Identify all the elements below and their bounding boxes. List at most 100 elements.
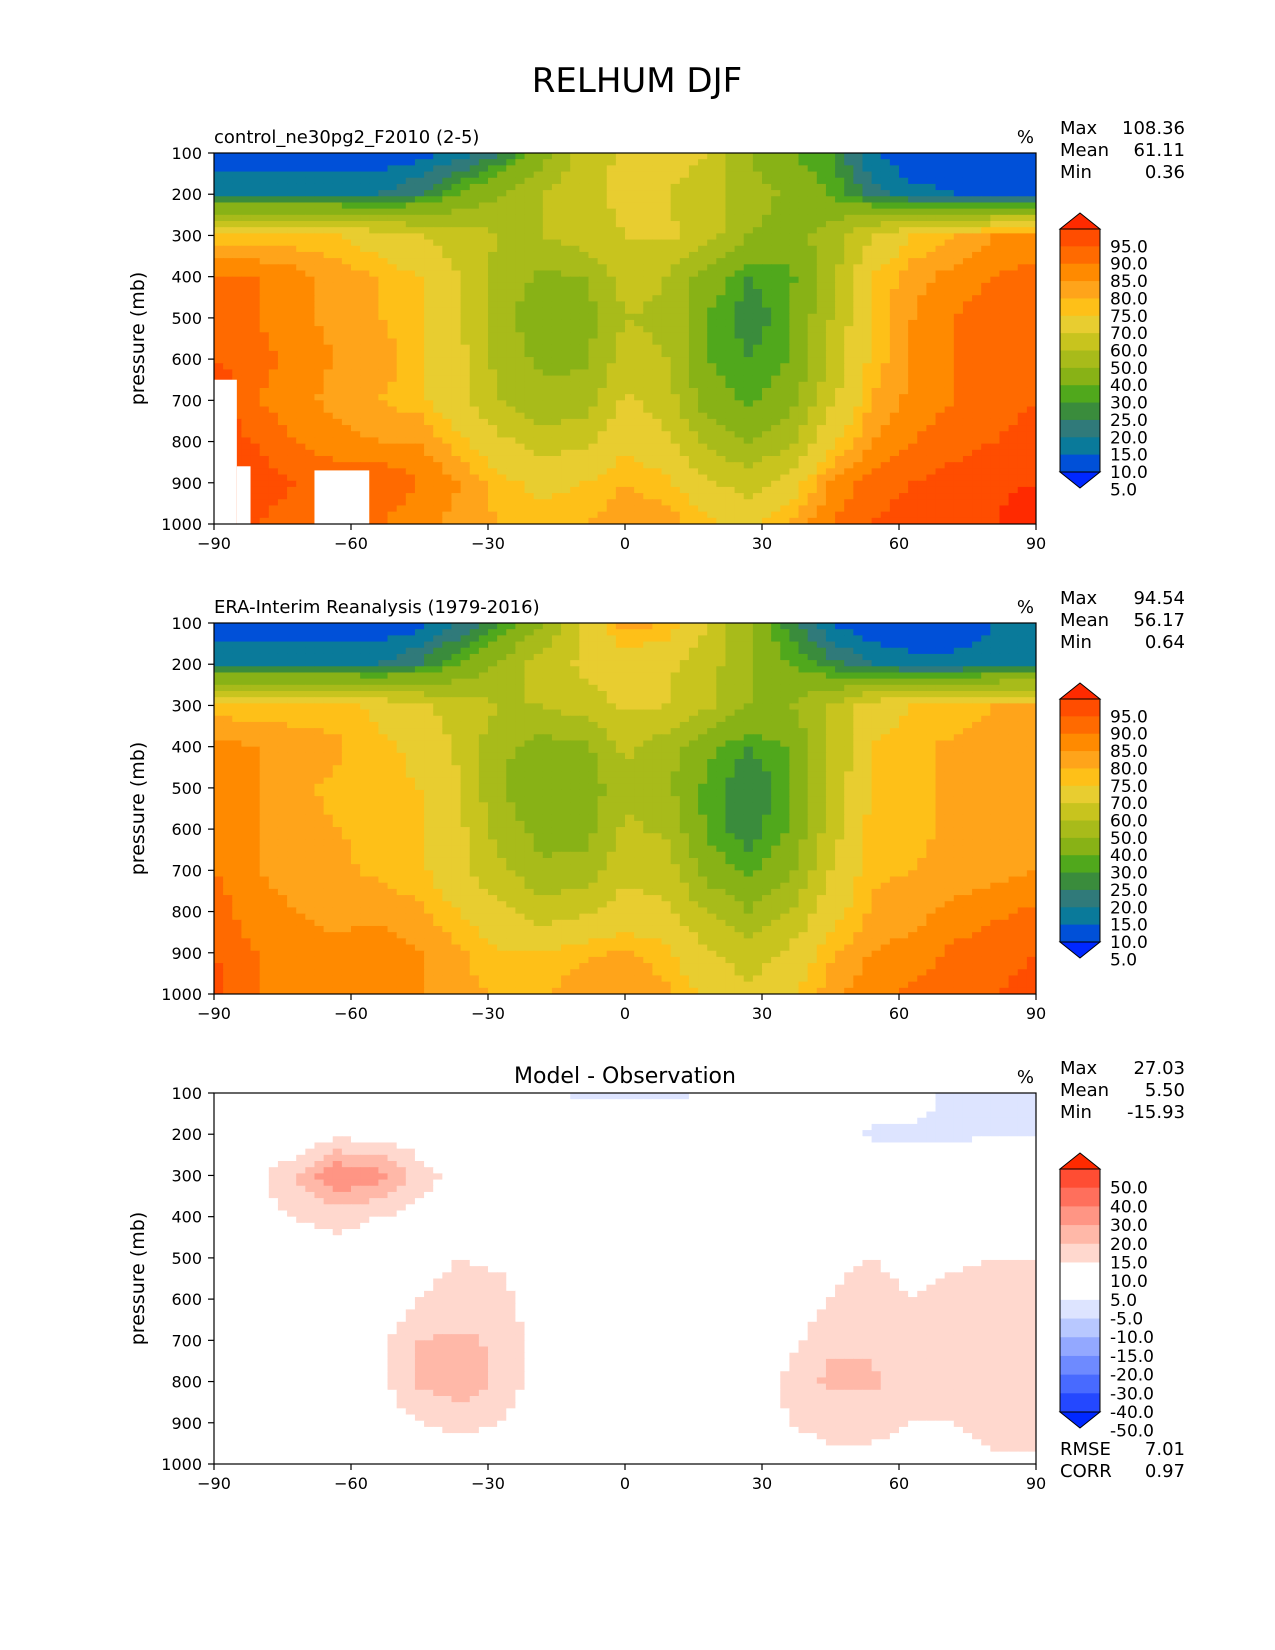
- field-cell: [716, 375, 727, 383]
- field-cell: [990, 425, 1001, 432]
- field-cell: [634, 375, 644, 383]
- field-cell: [268, 363, 279, 371]
- field-cell: [953, 208, 964, 216]
- field-cell: [497, 443, 507, 451]
- field-cell: [889, 276, 900, 284]
- field-cell: [533, 301, 544, 309]
- field-cell: [798, 221, 809, 228]
- field-cell: [1026, 400, 1036, 408]
- field-cell: [469, 357, 480, 364]
- field-cell: [277, 431, 288, 439]
- field-cell: [296, 159, 306, 166]
- field-cell: [488, 474, 498, 482]
- field-cell: [533, 332, 544, 340]
- field-cell: [643, 387, 653, 395]
- field-cell: [807, 425, 818, 432]
- field-cell: [378, 332, 389, 340]
- field-cell: [424, 276, 434, 284]
- field-cell: [908, 190, 918, 197]
- field-cell: [999, 344, 1010, 352]
- field-cell: [625, 214, 635, 222]
- field-cell: [250, 208, 261, 216]
- field-cell: [524, 190, 535, 197]
- field-cell: [752, 418, 763, 426]
- field-cell: [862, 221, 873, 228]
- field-cell: [670, 270, 681, 278]
- field-cell: [698, 289, 708, 296]
- field-cell: [880, 289, 891, 296]
- field-cell: [743, 474, 754, 482]
- field-cell: [972, 350, 982, 358]
- field-cell: [926, 245, 937, 253]
- field-cell: [259, 332, 270, 340]
- field-cell: [807, 437, 818, 445]
- field-cell: [606, 245, 617, 253]
- field-cell: [561, 251, 571, 259]
- field-cell: [926, 153, 937, 160]
- field-cell: [277, 190, 288, 197]
- field-cell: [405, 357, 416, 364]
- field-cell: [314, 251, 325, 259]
- field-cell: [277, 462, 288, 469]
- field-cell: [871, 387, 882, 395]
- field-cell: [433, 462, 443, 469]
- field-cell: [296, 412, 306, 420]
- field-cell: [287, 221, 297, 228]
- field-cell: [588, 338, 599, 346]
- field-cell: [287, 449, 297, 457]
- field-cell: [241, 443, 252, 451]
- field-cell: [734, 221, 745, 228]
- field-cell: [570, 208, 580, 216]
- field-cell: [908, 474, 918, 482]
- field-cell: [816, 227, 827, 234]
- field-cell: [762, 369, 772, 377]
- field-cell: [853, 270, 864, 278]
- field-cell: [734, 177, 745, 185]
- field-cell: [442, 289, 453, 296]
- field-cell: [241, 214, 252, 222]
- field-cell: [570, 301, 580, 309]
- field-cell: [670, 227, 681, 234]
- field-cell: [360, 239, 370, 247]
- field-cell: [1008, 338, 1019, 346]
- field-cell: [679, 425, 690, 432]
- field-cell: [469, 190, 480, 197]
- field-cell: [707, 183, 717, 191]
- field-cell: [351, 455, 361, 463]
- field-cell: [551, 153, 562, 160]
- field-cell: [396, 425, 407, 432]
- field-cell: [762, 381, 772, 389]
- field-cell: [442, 251, 453, 259]
- field-cell: [515, 301, 526, 309]
- field-cell: [259, 486, 270, 494]
- field-cell: [771, 159, 781, 166]
- field-cell: [259, 350, 270, 358]
- field-cell: [889, 295, 900, 302]
- field-cell: [433, 159, 443, 166]
- field-cell: [332, 443, 343, 451]
- field-cell: [999, 214, 1010, 222]
- field-cell: [515, 357, 526, 364]
- field-cell: [533, 239, 544, 247]
- field-cell: [679, 394, 690, 401]
- field-cell: [899, 295, 909, 302]
- field-cell: [451, 486, 462, 494]
- field-cell: [944, 301, 955, 309]
- field-cell: [707, 313, 717, 321]
- field-cell: [515, 474, 526, 482]
- field-cell: [287, 387, 297, 395]
- field-cell: [405, 227, 416, 234]
- field-cell: [944, 486, 955, 494]
- field-cell: [478, 326, 489, 333]
- field-cell: [268, 190, 279, 197]
- field-cell: [917, 208, 927, 216]
- field-cell: [688, 208, 699, 216]
- field-cell: [643, 468, 653, 476]
- field-cell: [652, 350, 663, 358]
- field-cell: [570, 375, 580, 383]
- field-cell: [268, 245, 279, 253]
- field-cell: [606, 159, 617, 166]
- field-cell: [579, 357, 590, 364]
- field-cell: [268, 313, 279, 321]
- field-cell: [588, 171, 599, 179]
